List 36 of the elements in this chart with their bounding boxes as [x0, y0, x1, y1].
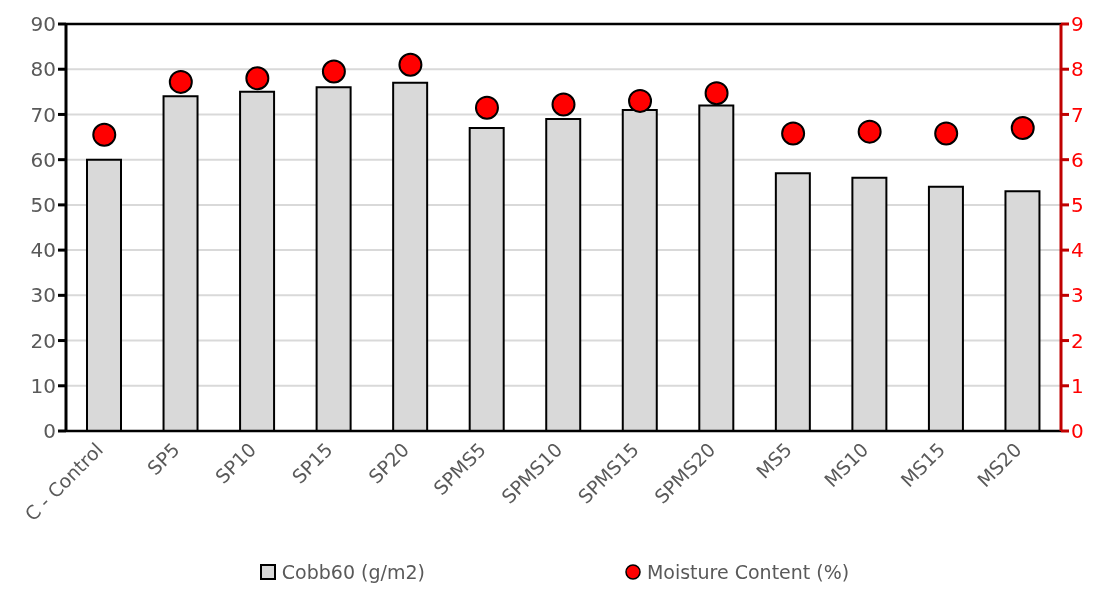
point: [857, 119, 882, 144]
y2-tick-label: 3: [1071, 283, 1084, 308]
point: [1010, 116, 1035, 141]
point: [168, 69, 193, 94]
y2-tick-label: 1: [1071, 373, 1084, 398]
y2-tick-label: 9: [1071, 12, 1084, 37]
y2-tick-label: 0: [1071, 419, 1084, 444]
y-tick-label: 60: [30, 147, 56, 172]
y2-tick-label: 2: [1071, 328, 1084, 353]
y-tick-label: 90: [30, 12, 56, 37]
point: [245, 66, 270, 91]
x-tick-label: SP5: [142, 438, 184, 480]
y2-tick-label: 4: [1071, 238, 1084, 263]
legend-label: Moisture Content (%): [646, 561, 850, 583]
y-tick-label: 50: [30, 192, 56, 217]
point: [474, 95, 499, 120]
point: [92, 122, 117, 147]
y2-tick-label: 5: [1071, 192, 1084, 217]
point: [321, 59, 346, 84]
point: [704, 81, 729, 106]
y-tick-label: 0: [43, 419, 56, 444]
y-tick-label: 30: [30, 283, 56, 308]
legend-label: Cobb60 (g/m2): [281, 561, 425, 583]
y-tick-label: 70: [30, 102, 56, 127]
y-tick-label: 20: [30, 328, 56, 353]
point: [551, 92, 576, 117]
y2-tick-label: 6: [1071, 147, 1084, 172]
y2-tick-label: 7: [1071, 102, 1084, 127]
y2-tick-label: 8: [1071, 57, 1084, 82]
y-tick-label: 10: [30, 373, 56, 398]
point: [934, 121, 959, 146]
point: [628, 88, 653, 113]
point: [781, 121, 806, 146]
y-tick-label: 80: [30, 57, 56, 82]
point: [398, 52, 423, 77]
y-tick-label: 40: [30, 238, 56, 263]
